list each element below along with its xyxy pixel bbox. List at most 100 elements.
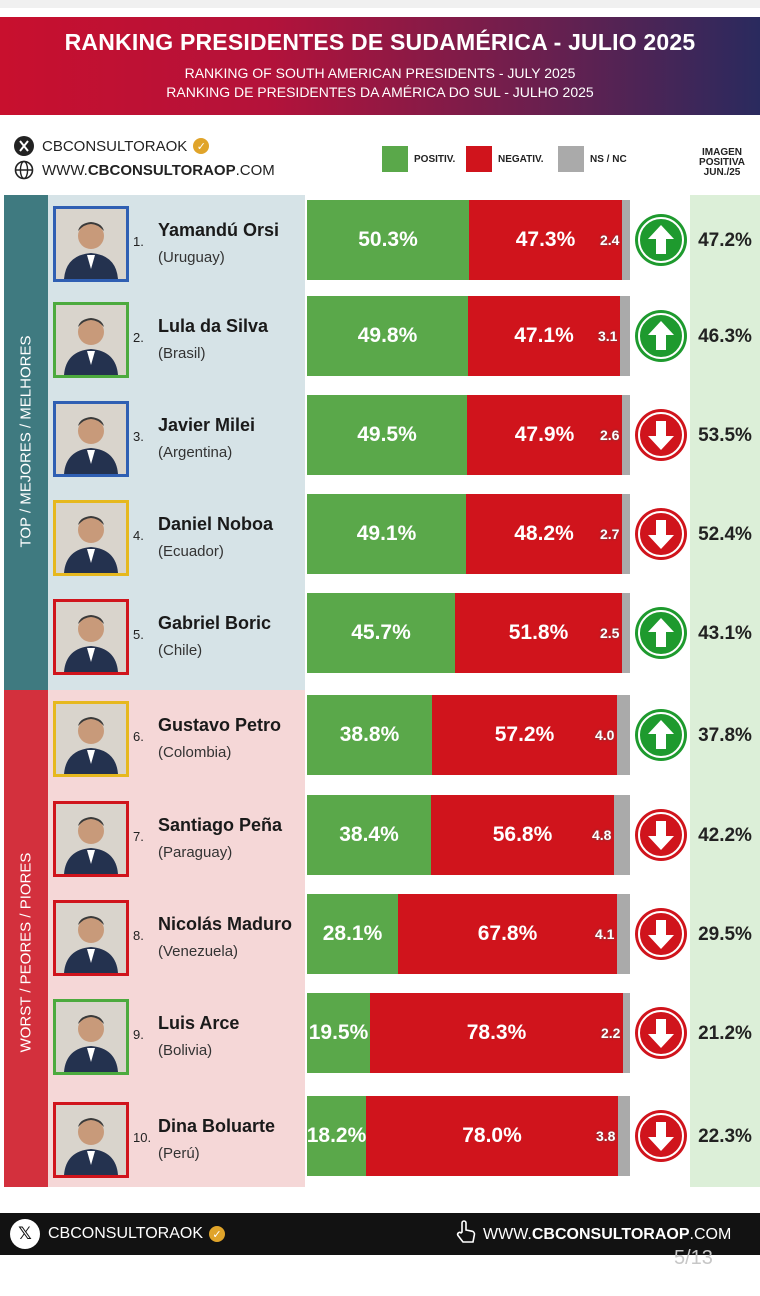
rank-number: 2. (133, 330, 144, 345)
president-name: Daniel Noboa (158, 514, 274, 534)
bar-segment-positive: 18.2% (307, 1096, 366, 1176)
bar-segment-positive: 45.7% (307, 593, 455, 673)
rank-number: 5. (133, 627, 144, 642)
previous-header-line-1: IMAGEN (702, 147, 742, 158)
president-country: (Perú) (158, 1145, 200, 1162)
rank-number: 4. (133, 528, 144, 543)
legend-negative: NEGATIV. (466, 146, 544, 172)
ranking-row: 6. Gustavo Petro (Colombia) 38.8% 57.2% 4.0 37… (0, 695, 760, 777)
previous-image-header: IMAGEN POSITIVA JUN./25 (690, 148, 754, 178)
bar-segment-positive: 28.1% (307, 894, 398, 974)
president-name: Nicolás Maduro (158, 914, 293, 934)
previous-image-value: 46.3% (698, 326, 752, 347)
verified-badge-icon: ✓ (209, 1226, 225, 1242)
website-suffix: .COM (235, 161, 275, 179)
president-country: (Argentina) (158, 444, 233, 461)
president-photo (53, 1102, 129, 1178)
president-name: Luis Arce (158, 1013, 240, 1033)
rank-number: 9. (133, 1027, 144, 1042)
bar-segment-negative: 67.8% (398, 894, 617, 974)
bar-segment-ns: 2.4 (600, 200, 630, 280)
approval-bar: 38.8% 57.2% 4.0 (307, 695, 630, 775)
rank-number: 6. (133, 729, 144, 744)
previous-image-value: 53.5% (698, 425, 752, 446)
previous-image-value: 21.2% (698, 1023, 752, 1044)
president-name: Gabriel Boric (158, 613, 272, 633)
ranking-row: 8. Nicolás Maduro (Venezuela) 28.1% 67.8% 4.1… (0, 894, 760, 976)
bar-segment-positive: 38.4% (307, 795, 431, 875)
ns-value-label: 2.7 (600, 526, 620, 542)
trend-down-arrow-icon (635, 508, 687, 560)
president-country: (Ecuador) (158, 543, 224, 560)
president-name: Javier Milei (158, 415, 256, 435)
president-photo (53, 401, 129, 477)
approval-bar: 45.7% 51.8% 2.5 (307, 593, 630, 673)
president-photo (53, 801, 129, 877)
footer-handle: 𝕏 CBCONSULTORAOK ✓ (10, 1219, 225, 1249)
president-photo (53, 206, 129, 282)
ns-value-label: 2.2 (601, 1025, 621, 1041)
footer-website[interactable]: WWW. CBCONSULTORAOP .COM (455, 1219, 731, 1250)
bar-segment-ns: 4.0 (595, 695, 630, 775)
rank-number: 10. (133, 1130, 152, 1145)
trend-up-arrow-icon (635, 709, 687, 761)
previous-image-value: 29.5% (698, 924, 752, 945)
ns-value-label: 2.5 (600, 625, 620, 641)
previous-header-line-3: JUN./25 (703, 167, 741, 178)
president-country: (Brasil) (158, 345, 206, 362)
rank-number: 8. (133, 928, 144, 943)
president-name: Lula da Silva (158, 316, 269, 336)
title-banner: RANKING PRESIDENTES DE SUDAMÉRICA - JULI… (0, 17, 760, 115)
previous-image-value: 52.4% (698, 524, 752, 545)
ranking-row: 7. Santiago Peña (Paraguay) 38.4% 56.8% 4.8 42… (0, 795, 760, 877)
ns-value-label: 4.8 (592, 827, 612, 843)
subtitle-portuguese: RANKING DE PRESIDENTES DA AMÉRICA DO SUL… (166, 84, 594, 100)
website-prefix: WWW. (42, 161, 88, 179)
page-indicator: 5/13 (674, 1247, 713, 1269)
trend-down-arrow-icon (635, 1110, 687, 1162)
approval-bar: 49.5% 47.9% 2.6 (307, 395, 630, 475)
trend-down-arrow-icon (635, 1007, 687, 1059)
approval-bar: 38.4% 56.8% 4.8 (307, 795, 630, 875)
legend-swatch-positive (382, 146, 408, 172)
bar-segment-negative: 47.3% (469, 200, 622, 280)
bar-segment-ns: 3.8 (596, 1096, 630, 1176)
president-country: (Uruguay) (158, 249, 225, 266)
bar-segment-positive: 19.5% (307, 993, 370, 1073)
top-strip (0, 0, 760, 8)
bar-segment-ns: 2.7 (600, 494, 630, 574)
verified-badge-icon: ✓ (193, 138, 210, 154)
trend-down-arrow-icon (635, 409, 687, 461)
bar-segment-ns: 2.5 (600, 593, 630, 673)
footer-website-prefix: WWW. (483, 1225, 532, 1243)
bar-segment-positive: 49.5% (307, 395, 467, 475)
bar-segment-negative: 57.2% (432, 695, 617, 775)
previous-image-value: 42.2% (698, 825, 752, 846)
bar-segment-positive: 49.1% (307, 494, 466, 574)
previous-image-value: 43.1% (698, 623, 752, 644)
footer-website-domain: CBCONSULTORAOP (531, 1225, 690, 1243)
website-domain: CBCONSULTORAOP (87, 161, 236, 179)
ranking-row: 3. Javier Milei (Argentina) 49.5% 47.9% 2.6 53… (0, 395, 760, 477)
president-country: (Bolivia) (158, 1042, 213, 1059)
rank-number: 7. (133, 829, 144, 844)
top-group-strip (4, 195, 48, 690)
bar-segment-negative: 51.8% (455, 593, 622, 673)
approval-bar: 19.5% 78.3% 2.2 (307, 993, 630, 1073)
ranking-row: 9. Luis Arce (Bolivia) 19.5% 78.3% 2.2 21.2% (0, 993, 760, 1075)
bar-segment-positive: 50.3% (307, 200, 469, 280)
trend-up-arrow-icon (635, 214, 687, 266)
rank-number: 3. (133, 429, 144, 444)
previous-image-value: 22.3% (698, 1126, 752, 1147)
footer-handle-text: CBCONSULTORAOK (48, 1225, 203, 1242)
bar-segment-negative: 47.9% (467, 395, 622, 475)
website-link[interactable]: WWW.CBCONSULTORAOP.COM (42, 162, 275, 179)
trend-down-arrow-icon (635, 908, 687, 960)
president-name: Dina Boluarte (158, 1116, 276, 1136)
ranking-row: 10. Dina Boluarte (Perú) 18.2% 78.0% 3.8 22.3% (0, 1096, 760, 1178)
president-country: (Chile) (158, 642, 203, 659)
trend-up-arrow-icon (635, 607, 687, 659)
president-photo (53, 302, 129, 378)
previous-image-column (690, 195, 760, 1187)
